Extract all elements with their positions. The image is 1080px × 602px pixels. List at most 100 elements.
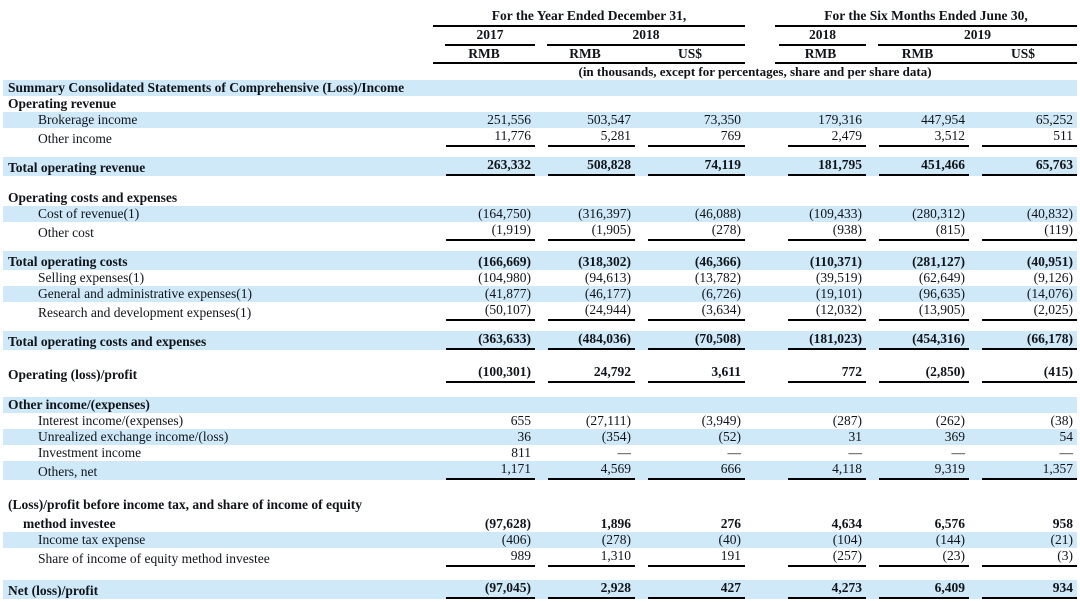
value: 1,310 [548,548,635,567]
value-cell: 451,466 [866,157,969,176]
value: 6,409 [879,580,969,599]
value-cell: (363,633) [433,331,535,350]
value-cell [775,494,866,513]
value-cell: (318,302) [535,251,635,270]
value: (97,045) [446,580,535,599]
value: 772 [788,364,866,383]
value: 769 [648,128,745,147]
value-cell: (6,726) [635,286,745,302]
value: (23) [879,548,969,567]
value-cell: (97,628) [433,513,535,532]
spacer-row [3,350,1077,364]
row-label: Share of income of equity method investe… [38,551,270,566]
value-cell: — [969,445,1077,461]
value: (13,782) [694,270,741,285]
column-gap [745,461,775,480]
value-cell: (23) [866,548,969,567]
value-cell: (2,850) [866,364,969,383]
value-cell: — [775,445,866,461]
value: 5,281 [548,128,635,147]
value: 4,273 [788,580,866,599]
column-gap [745,80,775,96]
value-cell [433,190,535,206]
value-cell: (3) [969,548,1078,567]
value-cell: (14,076) [969,286,1077,302]
spacer-row [3,147,1077,157]
spacer-row [3,567,1077,580]
value-cell [866,96,969,112]
value: 74,119 [648,157,745,176]
table-row: Other cost (1,919) (1,905) (278) (938) (815) (… [3,222,1078,241]
value: (1,905) [548,222,635,241]
value: (278) [601,532,631,547]
value-cell: 179,316 [775,112,866,128]
value-cell: (484,036) [535,331,635,350]
value-cell: 6,409 [866,580,969,599]
value: (281,127) [912,254,965,269]
value: (40) [718,532,742,547]
value-cell: (19,101) [775,286,866,302]
currency-header: US$ [969,46,1078,64]
value: 427 [648,580,745,599]
period-group-label: For the Year Ended December 31, [433,8,745,27]
value-cell: (287) [775,413,866,429]
value-cell: (257) [775,548,866,567]
value: (484,036) [548,331,635,350]
table-row: General and administrative expenses(1) (4… [3,286,1078,302]
header-spacer [3,63,433,80]
value: — [951,445,966,460]
value: (354) [601,429,631,444]
column-gap [745,429,775,445]
column-gap [745,364,775,383]
value-cell: 666 [635,461,745,480]
value-cell: (1,905) [535,222,635,241]
value: (318,302) [578,254,631,269]
spacer-row [3,383,1077,397]
year-header-2017: 2017 [433,27,535,46]
value: (19,101) [815,286,862,301]
value-cell: 655 [433,413,535,429]
value-cell: (38) [969,413,1077,429]
value-cell: 2,928 [535,580,635,599]
value: 9,319 [879,461,969,480]
row-label: Summary Consolidated Statements of Compr… [8,80,405,95]
row-label: (Loss)/profit before income tax, and sha… [8,497,362,512]
value: (24,944) [548,302,635,321]
value: (363,633) [446,331,535,350]
value: 655 [510,413,531,428]
table-row: Summary Consolidated Statements of Compr… [3,80,1078,96]
value-cell [535,494,635,513]
value-cell: (39,519) [775,270,866,286]
column-gap [745,532,775,548]
table-row: Other income/(expenses) [3,397,1078,413]
value: — [617,445,632,460]
value: (104,980) [478,270,531,285]
value-cell [775,80,866,96]
spacer-cell [3,383,1077,397]
value-cell: 251,556 [433,112,535,128]
value: (316,397) [578,206,631,221]
column-gap [745,286,775,302]
row-label: Net (loss)/profit [8,583,99,598]
value-cell: (164,750) [433,206,535,222]
value-cell: (354) [535,429,635,445]
value: 24,792 [548,364,635,383]
row-label: General and administrative expenses(1) [38,286,253,301]
column-gap [745,222,775,241]
value-cell: 369 [866,429,969,445]
value-cell: (3,634) [635,302,745,321]
value-cell: (278) [635,222,745,241]
row-label: Selling expenses(1) [38,270,145,285]
value-cell: (9,126) [969,270,1077,286]
period-group-year-ended: For the Year Ended December 31, [433,8,745,27]
currency-header-row: RMB RMB US$ RMB RMB US$ [3,46,1078,64]
value-cell: (46,366) [635,251,745,270]
value-cell: 24,792 [535,364,635,383]
value-cell [635,397,745,413]
row-label: method investee [23,516,116,531]
value-cell: (938) [775,222,866,241]
row-label: Research and development expenses(1) [38,305,252,320]
table-row: Other income 11,776 5,281 769 2,479 3,512 511 [3,128,1078,147]
table-row: Brokerage income 251,556 503,547 73,350 179,… [3,112,1078,128]
value-cell: 934 [969,580,1078,599]
